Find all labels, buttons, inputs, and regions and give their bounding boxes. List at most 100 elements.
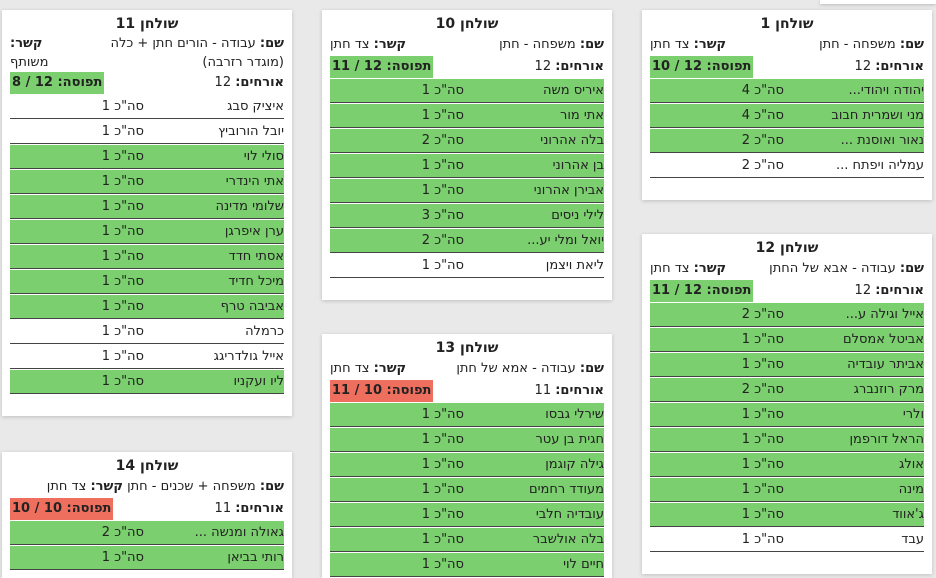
guest-row[interactable]: יואל ומלי יע... סה"כ 2: [330, 229, 604, 253]
guest-row[interactable]: בלה אולשבר סה"כ 1: [330, 528, 604, 552]
guests-label: אורחים:: [235, 501, 284, 516]
name-label: שם:: [579, 361, 604, 376]
guest-name: בן אהרוני: [552, 158, 604, 173]
table-card-1[interactable]: שולחן 1 שם: משפחה - חתן קשר: צד חתן אורח…: [642, 10, 932, 200]
guest-name: גילה קוגמן: [545, 457, 604, 472]
count-value: 1: [101, 349, 111, 364]
guest-count: סה"כ 1: [650, 503, 784, 526]
guest-row[interactable]: עמליה ויפתח ... סה"כ 2: [650, 154, 924, 178]
guest-row[interactable]: אבירן אהרוני סה"כ 1: [330, 179, 604, 203]
table-card-13[interactable]: שולחן 13 שם: עבודה - אמא של חתן קשר: צד …: [322, 334, 612, 578]
count-value: 1: [421, 183, 431, 198]
guest-row[interactable]: עובדיה חלבי סה"כ 1: [330, 503, 604, 527]
count-value: 1: [101, 550, 111, 565]
guest-row[interactable]: מרק רוזנברג סה"כ 2: [650, 378, 924, 402]
guest-row[interactable]: אייל גולדריגג סה"כ 1: [10, 345, 284, 369]
guest-count: סה"כ 1: [10, 195, 144, 218]
guest-row[interactable]: יהודה ויהודי... סה"כ 4: [650, 79, 924, 103]
count-prefix: סה"כ: [434, 183, 464, 198]
guest-row[interactable]: אולג סה"כ 1: [650, 453, 924, 477]
count-value: 2: [421, 233, 431, 248]
table-card-11[interactable]: שולחן 11 שם: עבודה - הורים חתן + כלה קשר…: [2, 10, 292, 416]
guest-name: מיכל חדיד: [228, 274, 284, 289]
table-title: שולחן 13: [435, 340, 499, 356]
count-value: 1: [101, 174, 111, 189]
guest-row[interactable]: מני ושמרית חבוב סה"כ 4: [650, 104, 924, 128]
guest-name: אביבה טרף: [220, 299, 284, 314]
table-card-12[interactable]: שולחן 12 שם: עבודה - אבא של החתן קשר: צד…: [642, 234, 932, 574]
guest-row[interactable]: שלומי מדינה סה"כ 1: [10, 195, 284, 219]
count-prefix: סה"כ: [114, 174, 144, 189]
guest-row[interactable]: אביתר עובדיה סה"כ 1: [650, 353, 924, 377]
guests-label: אורחים:: [235, 75, 284, 90]
table-title: שולחן 10: [435, 16, 499, 32]
guest-row[interactable]: נאור ואוסנת ... סה"כ 2: [650, 129, 924, 153]
count-prefix: סה"כ: [434, 208, 464, 223]
table-card-10[interactable]: שולחן 10 שם: משפחה - חתן קשר: צד חתן אור…: [322, 10, 612, 300]
guest-row[interactable]: הראל דורפמן סה"כ 1: [650, 428, 924, 452]
guest-name: הראל דורפמן: [849, 432, 924, 447]
table-name: משפחה - חתן: [819, 37, 896, 52]
count-value: 1: [421, 432, 431, 447]
guest-count: סה"כ 1: [10, 345, 144, 368]
guest-name: ולרי: [902, 407, 924, 422]
guest-row[interactable]: גאולה ומנשה ... סה"כ 2: [10, 521, 284, 545]
count-value: 2: [741, 158, 751, 173]
info-line: שם: עבודה - אמא של חתן קשר: צד חתן: [330, 358, 604, 380]
count-value: 1: [741, 532, 751, 547]
guest-row[interactable]: שירלי גבסו סה"כ 1: [330, 403, 604, 427]
name-label: שם:: [899, 37, 924, 52]
guest-row[interactable]: בלה אהרוני סה"כ 2: [330, 129, 604, 153]
guest-row[interactable]: כרמלה סה"כ 1: [10, 320, 284, 344]
guest-row[interactable]: אתי הינדרי סה"כ 1: [10, 170, 284, 194]
count-value: 1: [741, 432, 751, 447]
table-name-extra: (מוגדר רזרבה): [202, 55, 284, 70]
guest-row[interactable]: עבד סה"כ 1: [650, 528, 924, 552]
guest-name: אביתר עובדיה: [847, 357, 924, 372]
table-title: שולחן 14: [115, 458, 179, 474]
count-value: 1: [421, 407, 431, 422]
count-value: 1: [421, 83, 431, 98]
guest-count: סה"כ 1: [330, 528, 464, 551]
stats-line: אורחים: 11 תפוסה: 10 / 11: [330, 380, 604, 402]
guest-row[interactable]: חגית בן עטר סה"כ 1: [330, 428, 604, 452]
guest-count: סה"כ 1: [650, 328, 784, 351]
guest-row[interactable]: ולרי סה"כ 1: [650, 403, 924, 427]
guest-row[interactable]: ליאת ויצמן סה"כ 1: [330, 254, 604, 278]
guest-row[interactable]: בן אהרוני סה"כ 1: [330, 154, 604, 178]
guest-row[interactable]: אתי מור סה"כ 1: [330, 104, 604, 128]
guest-row[interactable]: מיכל חדיד סה"כ 1: [10, 270, 284, 294]
guest-row[interactable]: איריס משה סה"כ 1: [330, 79, 604, 103]
count-prefix: סה"כ: [114, 149, 144, 164]
guest-row[interactable]: רותי בביאן סה"כ 1: [10, 546, 284, 570]
guest-count: סה"כ 1: [10, 120, 144, 143]
guest-row[interactable]: אסתי חדד סה"כ 1: [10, 245, 284, 269]
count-prefix: סה"כ: [434, 532, 464, 547]
guest-count: סה"כ 4: [650, 104, 784, 127]
guest-row[interactable]: אביטל אמסלם סה"כ 1: [650, 328, 924, 352]
guest-row[interactable]: יובל הורוביץ סה"כ 1: [10, 120, 284, 144]
guests-value: 12: [214, 75, 232, 90]
guest-row[interactable]: אביבה טרף סה"כ 1: [10, 295, 284, 319]
relation-value: צד חתן: [650, 37, 690, 52]
guest-row[interactable]: מעודד רחמים סה"כ 1: [330, 478, 604, 502]
name-label: שם:: [579, 37, 604, 52]
guest-row[interactable]: ג'אווד סה"כ 1: [650, 503, 924, 527]
guest-row[interactable]: חיים לוי סה"כ 1: [330, 553, 604, 577]
guest-row[interactable]: מינה סה"כ 1: [650, 478, 924, 502]
table-card-14[interactable]: שולחן 14 שם: משפחה + שכנים - חתן קשר: צד…: [2, 452, 292, 578]
count-prefix: סה"כ: [114, 324, 144, 339]
count-prefix: סה"כ: [754, 382, 784, 397]
guest-row[interactable]: ליו ועקניו סה"כ 1: [10, 370, 284, 394]
guest-row[interactable]: אייל וגילה ע... סה"כ 2: [650, 303, 924, 327]
occupancy-badge: תפוסה: 10 / 10: [10, 498, 114, 520]
guest-row[interactable]: לילי ניסים סה"כ 3: [330, 204, 604, 228]
guest-name: עבד: [901, 532, 924, 547]
count-prefix: סה"כ: [754, 407, 784, 422]
guest-row[interactable]: ערן איפרגן סה"כ 1: [10, 220, 284, 244]
guests-value: 12: [854, 283, 872, 298]
stats-line: אורחים: 11 תפוסה: 10 / 10: [10, 498, 284, 520]
guest-row[interactable]: סולי לוי סה"כ 1: [10, 145, 284, 169]
guest-row[interactable]: גילה קוגמן סה"כ 1: [330, 453, 604, 477]
guest-row[interactable]: איציק סבג סה"כ 1: [10, 95, 284, 119]
